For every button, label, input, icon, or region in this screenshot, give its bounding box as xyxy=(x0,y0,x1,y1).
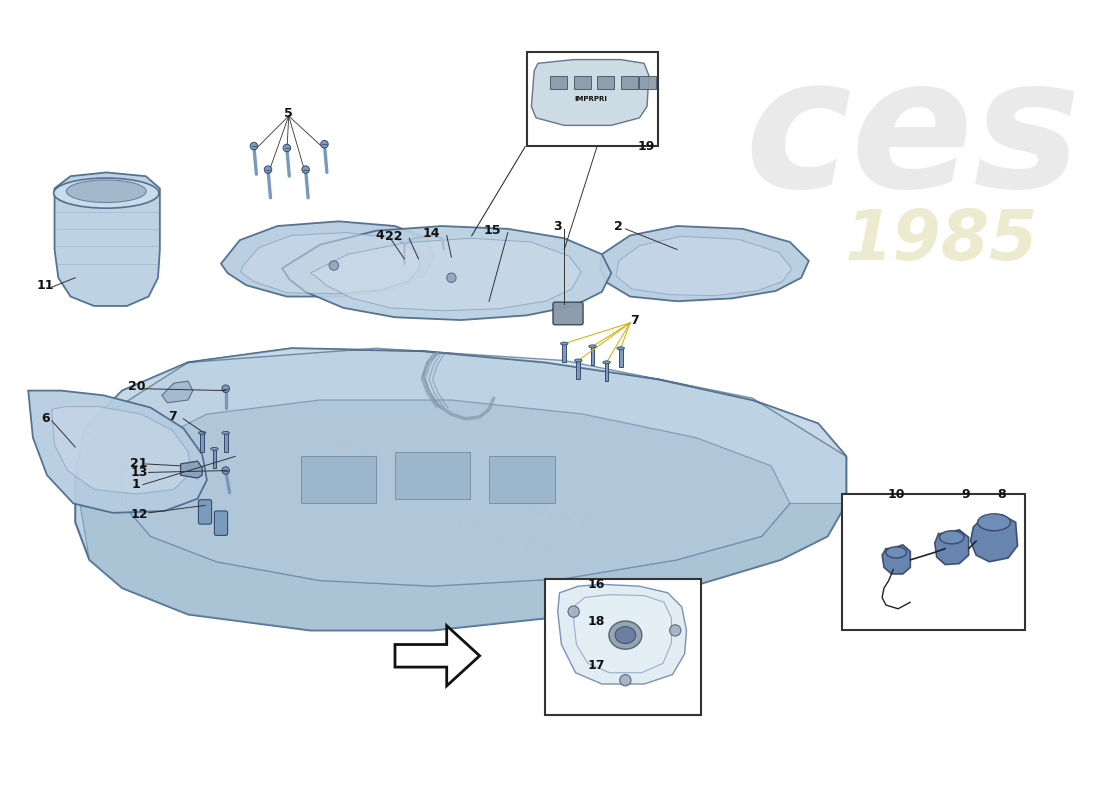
Polygon shape xyxy=(935,530,969,565)
Text: 7: 7 xyxy=(630,314,639,326)
Bar xyxy=(223,433,228,452)
Bar xyxy=(200,433,205,452)
Text: 6: 6 xyxy=(41,412,50,426)
Bar xyxy=(301,457,376,503)
Bar xyxy=(550,75,568,89)
Bar xyxy=(639,75,657,89)
Text: ces: ces xyxy=(744,49,1080,225)
Circle shape xyxy=(447,273,456,282)
Text: 1: 1 xyxy=(132,478,141,491)
Circle shape xyxy=(250,142,257,150)
Text: 19: 19 xyxy=(638,139,654,153)
Text: 2: 2 xyxy=(615,219,624,233)
Polygon shape xyxy=(29,390,207,513)
Circle shape xyxy=(329,261,339,270)
Text: 5: 5 xyxy=(284,106,293,120)
Polygon shape xyxy=(616,236,792,296)
Circle shape xyxy=(301,166,309,174)
Polygon shape xyxy=(75,348,846,630)
Polygon shape xyxy=(85,348,846,457)
Bar xyxy=(395,452,470,498)
FancyBboxPatch shape xyxy=(546,578,701,715)
Circle shape xyxy=(619,674,631,686)
Text: 8: 8 xyxy=(997,487,1005,501)
Bar xyxy=(212,449,217,468)
Ellipse shape xyxy=(609,621,641,650)
Polygon shape xyxy=(180,461,202,478)
Text: 1985: 1985 xyxy=(844,206,1037,274)
Ellipse shape xyxy=(603,361,611,364)
Ellipse shape xyxy=(211,447,218,450)
Text: 10: 10 xyxy=(888,487,904,501)
Polygon shape xyxy=(241,233,419,294)
Text: 4: 4 xyxy=(375,229,384,242)
Ellipse shape xyxy=(198,431,206,434)
Bar xyxy=(619,348,623,367)
Text: 16: 16 xyxy=(587,578,605,591)
Ellipse shape xyxy=(615,626,636,643)
Bar xyxy=(490,457,554,503)
Polygon shape xyxy=(574,594,671,673)
Ellipse shape xyxy=(222,431,230,434)
Polygon shape xyxy=(221,222,434,297)
Bar xyxy=(597,75,614,89)
FancyBboxPatch shape xyxy=(527,52,658,146)
Circle shape xyxy=(222,466,230,474)
Ellipse shape xyxy=(574,359,582,362)
Bar xyxy=(574,75,591,89)
Bar xyxy=(591,346,594,366)
Ellipse shape xyxy=(66,180,146,202)
Bar xyxy=(576,361,580,379)
Text: 13: 13 xyxy=(131,466,147,479)
Polygon shape xyxy=(55,173,160,306)
Ellipse shape xyxy=(939,530,964,544)
Circle shape xyxy=(321,141,328,148)
Polygon shape xyxy=(75,428,846,630)
Text: 7: 7 xyxy=(168,410,177,423)
Ellipse shape xyxy=(54,178,158,208)
Ellipse shape xyxy=(886,546,906,558)
Text: 15: 15 xyxy=(484,224,502,238)
Polygon shape xyxy=(282,226,612,320)
Ellipse shape xyxy=(588,345,596,348)
Text: 12: 12 xyxy=(131,508,147,522)
FancyBboxPatch shape xyxy=(198,500,211,524)
Text: 9: 9 xyxy=(961,487,970,501)
Bar xyxy=(562,343,566,362)
FancyBboxPatch shape xyxy=(214,511,228,535)
Bar xyxy=(620,75,638,89)
Text: 17: 17 xyxy=(587,658,605,672)
Circle shape xyxy=(670,625,681,636)
Text: 3: 3 xyxy=(553,219,561,233)
Polygon shape xyxy=(395,626,480,686)
Polygon shape xyxy=(600,226,808,302)
Ellipse shape xyxy=(978,514,1011,530)
Polygon shape xyxy=(162,381,192,403)
FancyBboxPatch shape xyxy=(842,494,1025,630)
Ellipse shape xyxy=(561,342,568,345)
Polygon shape xyxy=(310,238,581,310)
Polygon shape xyxy=(122,400,790,586)
Circle shape xyxy=(283,144,290,152)
Polygon shape xyxy=(531,59,649,126)
Bar xyxy=(605,362,608,381)
Text: 21: 21 xyxy=(131,458,147,470)
Text: since 1985: since 1985 xyxy=(420,499,558,564)
Circle shape xyxy=(264,166,272,174)
Text: 14: 14 xyxy=(422,227,440,240)
Circle shape xyxy=(568,606,580,618)
Polygon shape xyxy=(52,406,191,494)
Text: 22: 22 xyxy=(385,230,403,243)
Text: 18: 18 xyxy=(587,615,605,629)
Text: IMPRPRI: IMPRPRI xyxy=(574,96,607,102)
Text: 20: 20 xyxy=(128,380,145,394)
Text: 11: 11 xyxy=(36,278,54,292)
FancyBboxPatch shape xyxy=(553,302,583,325)
Polygon shape xyxy=(970,514,1018,562)
Ellipse shape xyxy=(617,346,625,350)
Polygon shape xyxy=(882,545,911,574)
Circle shape xyxy=(222,385,230,393)
Text: a passion for parts: a passion for parts xyxy=(330,427,610,542)
Polygon shape xyxy=(558,584,686,684)
